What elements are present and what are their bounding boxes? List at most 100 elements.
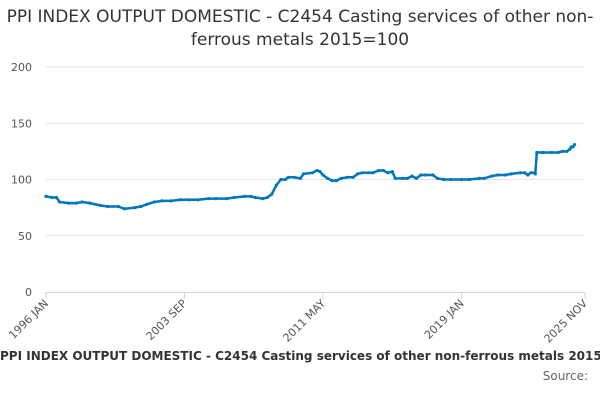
data-point	[74, 201, 78, 205]
data-point	[261, 197, 265, 201]
data-point	[401, 176, 405, 180]
data-point	[310, 171, 315, 175]
y-tick-label: 200	[11, 61, 32, 74]
data-point	[435, 176, 440, 180]
data-point	[44, 194, 48, 198]
data-point	[556, 150, 560, 155]
data-point	[565, 149, 569, 153]
data-point	[449, 177, 453, 182]
data-point	[386, 171, 390, 175]
data-point	[145, 202, 149, 206]
data-point	[541, 150, 545, 155]
chart-title: PPI INDEX OUTPUT DOMESTIC - C2454 Castin…	[6, 7, 594, 50]
x-tick-label: 2003 SEP	[144, 297, 190, 343]
data-point	[106, 204, 110, 209]
data-point	[572, 143, 577, 147]
data-point	[152, 200, 156, 204]
data-point	[431, 173, 435, 177]
data-point	[410, 174, 414, 178]
data-point	[560, 149, 565, 153]
legend-label: PPI INDEX OUTPUT DOMESTIC - C2454 Castin…	[0, 349, 600, 363]
y-tick-label: 100	[11, 174, 32, 187]
data-point	[441, 177, 446, 182]
data-point	[509, 172, 513, 176]
data-point	[366, 171, 370, 175]
data-point	[298, 176, 302, 180]
data-point	[265, 195, 269, 200]
data-point	[526, 173, 530, 177]
x-tick-label: 2019 JAN	[422, 297, 467, 342]
data-point	[232, 195, 236, 200]
data-point	[318, 170, 322, 174]
data-point	[98, 203, 102, 207]
data-point	[116, 204, 120, 209]
data-point	[133, 206, 137, 210]
data-point	[339, 176, 343, 180]
data-point	[393, 176, 397, 180]
data-point	[345, 175, 349, 179]
data-point	[80, 200, 84, 204]
data-point	[139, 204, 143, 209]
series-line	[45, 143, 576, 211]
data-point	[478, 176, 482, 180]
data-point	[535, 150, 539, 155]
y-tick-label: 50	[18, 230, 32, 243]
data-point	[371, 171, 375, 175]
data-point	[571, 145, 575, 149]
data-point	[419, 173, 423, 177]
data-point	[122, 207, 126, 211]
data-point	[325, 176, 330, 180]
data-point	[482, 176, 486, 180]
data-point	[490, 174, 494, 178]
data-point	[467, 177, 471, 182]
y-axis-tick-labels: 0 50 100 150 200	[11, 61, 32, 299]
source-label: Source:	[542, 369, 588, 383]
data-point	[550, 150, 554, 155]
data-point	[274, 183, 278, 187]
data-point	[58, 200, 62, 204]
data-point	[335, 179, 339, 183]
data-point	[523, 171, 527, 175]
data-point	[356, 172, 360, 176]
data-point	[196, 198, 200, 202]
data-point	[301, 172, 306, 176]
data-point	[169, 199, 173, 203]
grid-lines	[46, 66, 585, 237]
x-axis	[45, 292, 586, 299]
x-tick-label: 2011 MAY	[281, 297, 329, 345]
y-tick-label: 0	[25, 286, 32, 299]
data-point	[414, 176, 418, 180]
data-point	[207, 197, 211, 201]
data-point	[67, 201, 71, 205]
data-point	[503, 173, 507, 177]
data-point	[54, 195, 59, 200]
data-point	[459, 177, 464, 182]
data-point	[315, 168, 319, 173]
data-point	[50, 195, 54, 200]
data-point	[496, 173, 500, 177]
data-point	[178, 198, 182, 202]
data-point	[279, 177, 283, 182]
data-point	[377, 168, 381, 173]
data-point	[351, 175, 355, 179]
x-tick-label: 2025 NOV	[542, 297, 591, 346]
data-point	[423, 173, 427, 177]
data-point	[381, 168, 385, 173]
data-point	[292, 175, 296, 179]
data-point	[160, 199, 164, 203]
data-point	[249, 194, 253, 198]
data-point	[253, 195, 257, 200]
data-point	[214, 197, 218, 201]
data-point	[243, 194, 247, 198]
x-axis-tick-labels: 1996 JAN 2003 SEP 2011 MAY 2019 JAN 2025 NOV	[6, 297, 590, 346]
data-point	[321, 173, 325, 177]
data-point	[405, 176, 409, 180]
data-point	[330, 179, 334, 183]
x-tick-label: 1996 JAN	[6, 297, 51, 342]
data-point	[286, 175, 290, 179]
data-point	[533, 172, 537, 176]
data-point	[360, 171, 364, 175]
data-point	[283, 177, 287, 182]
data-point	[390, 170, 394, 174]
